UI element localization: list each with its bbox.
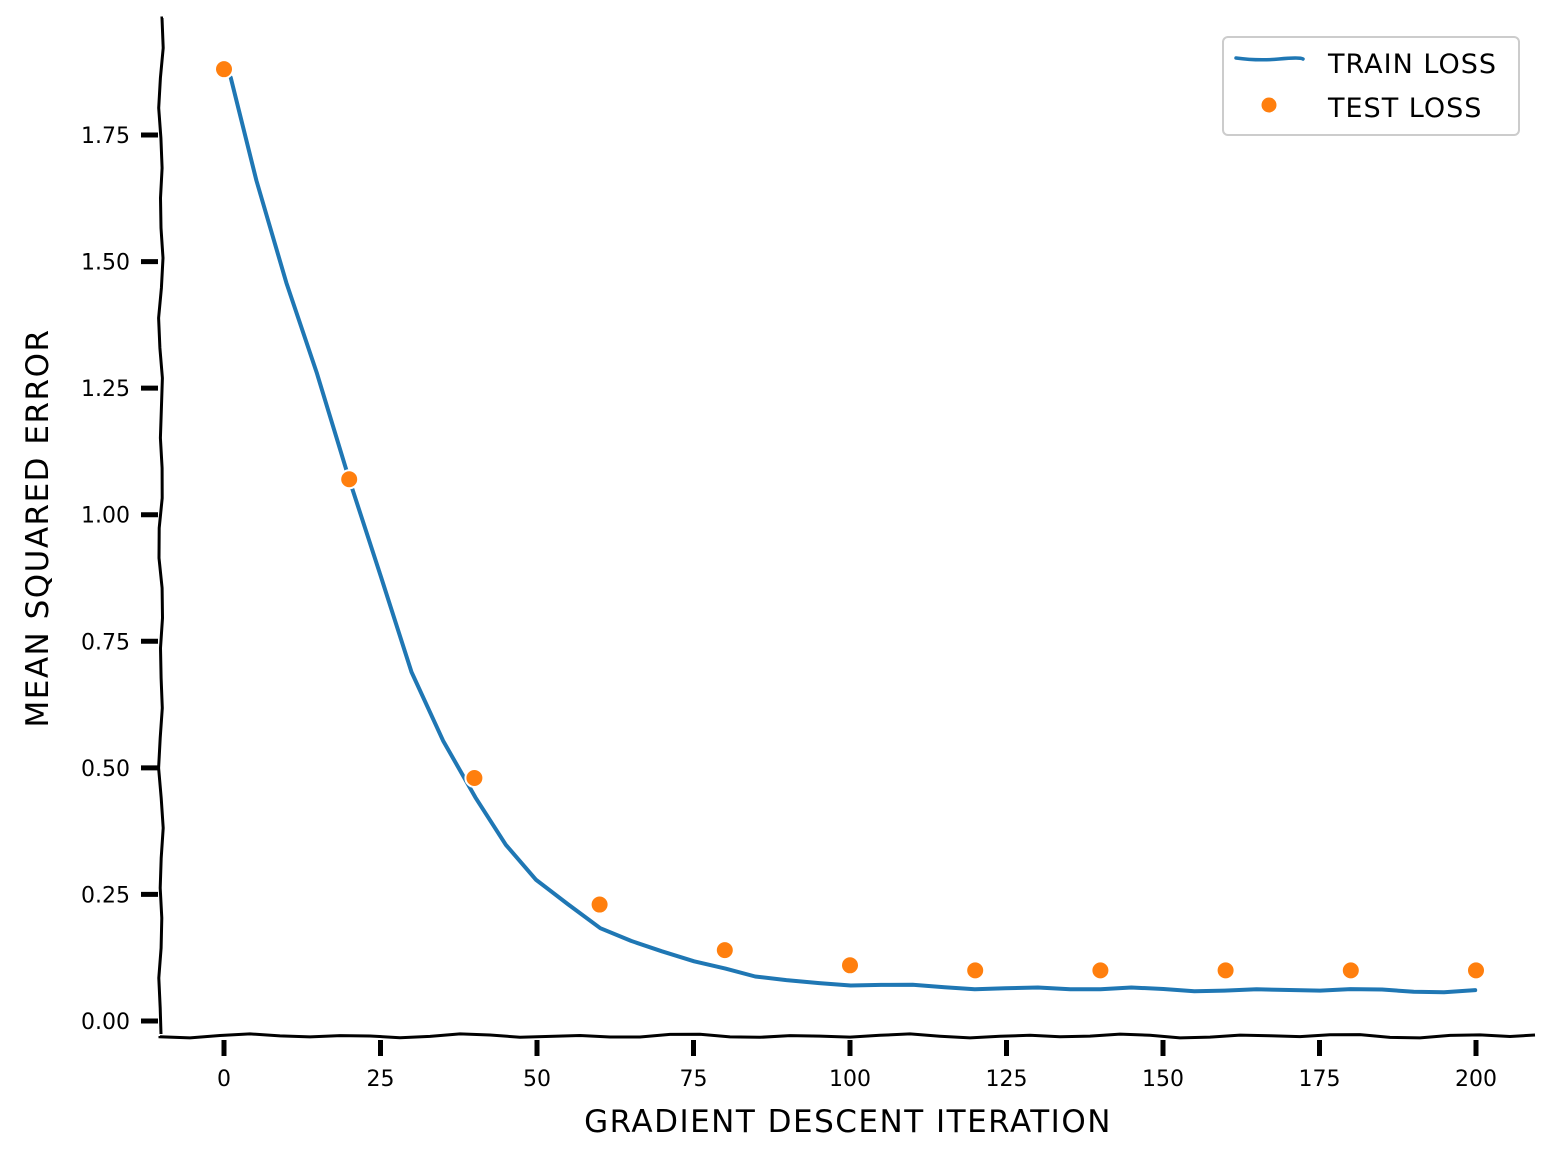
y-tick-label: 0.75 [81, 630, 130, 655]
test-loss-point [1215, 960, 1236, 981]
test-loss-point [1090, 960, 1111, 981]
y-tick-label: 0.25 [81, 883, 130, 908]
legend-test-marker [1259, 95, 1279, 115]
y-tick-label: 0.50 [81, 757, 130, 782]
y-axis-line [157, 16, 165, 1035]
x-tick-label: 175 [1299, 1067, 1341, 1092]
y-tick-label: 1.50 [81, 251, 130, 276]
series [214, 59, 1486, 995]
test-loss-point [1340, 960, 1361, 981]
legend-train-line [1234, 56, 1305, 62]
x-tick-label: 125 [986, 1067, 1028, 1092]
test-loss-point [965, 960, 986, 981]
x-ticks: 0 25 50 75 100 125 150 175 200 [217, 1040, 1497, 1092]
x-tick-label: 25 [367, 1067, 395, 1092]
legend-train-label: Train loss [1327, 49, 1497, 80]
train-loss-line [228, 75, 1478, 995]
test-loss-point [214, 59, 234, 80]
x-tick-label: 100 [829, 1067, 871, 1092]
y-axis-label: Mean squared error [20, 328, 56, 727]
x-axis-line [158, 1032, 1536, 1040]
test-loss-point [714, 940, 735, 961]
y-tick-label: 1.00 [81, 504, 130, 529]
legend-frame [1222, 36, 1520, 136]
axes [157, 16, 1536, 1040]
x-tick-label: 50 [523, 1067, 551, 1092]
y-tick-label: 0.00 [81, 1010, 130, 1035]
legend-test-label: Test loss [1327, 93, 1482, 124]
test-loss-point [339, 469, 360, 490]
test-loss-point [589, 894, 610, 915]
x-tick-label: 0 [217, 1067, 231, 1092]
y-tick-label: 1.25 [81, 377, 130, 402]
y-ticks: 0.00 0.25 0.50 0.75 1.00 1.25 1.50 1.75 [81, 124, 158, 1035]
test-loss-point [464, 767, 485, 788]
x-axis-label: Gradient descent iteration [584, 1104, 1112, 1140]
y-tick-label: 1.75 [81, 124, 130, 149]
x-tick-label: 200 [1455, 1067, 1497, 1092]
legend: Train loss Test loss [1222, 36, 1520, 136]
x-tick-label: 150 [1142, 1067, 1184, 1092]
test-loss-point [1466, 960, 1486, 981]
x-tick-label: 75 [680, 1067, 708, 1092]
test-loss-point [840, 955, 860, 976]
